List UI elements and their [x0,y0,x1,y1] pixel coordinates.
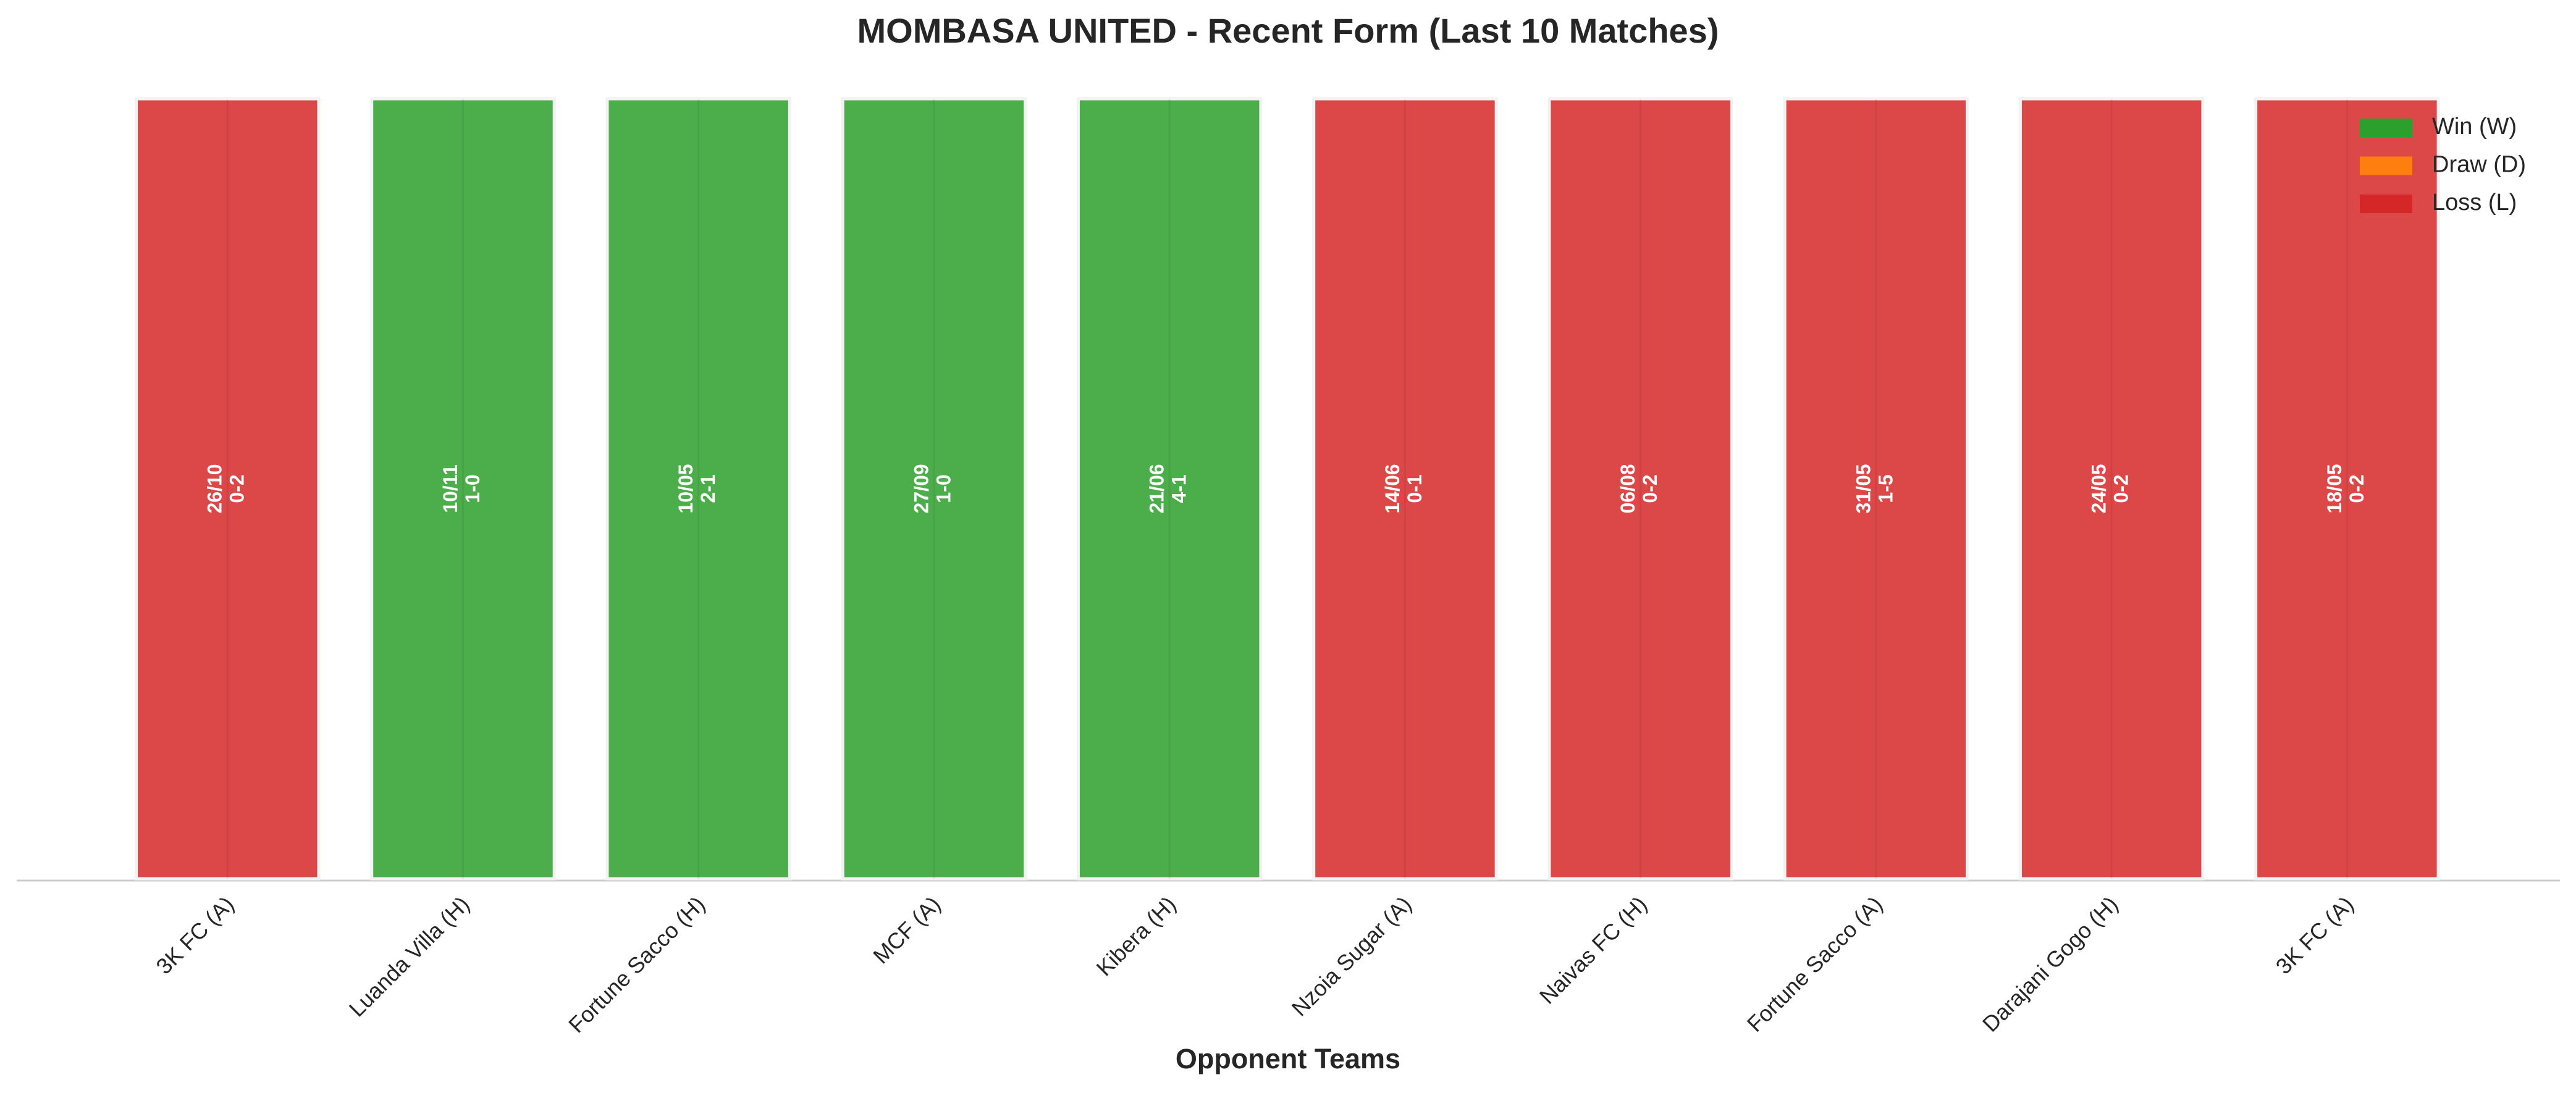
legend-label: Draw (D) [2432,152,2526,178]
bar-score-label: 4-1 [1168,474,1190,503]
x-tick-label: Naivas FC (H) [1534,891,1652,1008]
bar [2018,97,2205,881]
bar-date-label: 10/05 [675,464,697,513]
bar-score-label: 0-2 [2346,474,2368,503]
bar [1076,97,1263,881]
x-tick-label: Luanda Villa (H) [344,891,474,1021]
bar-score-label: 0-2 [1639,474,1661,503]
bar-score-label: 0-2 [226,474,248,503]
bar-date-label: 18/05 [2323,464,2346,513]
x-tick-label: Fortune Sacco (H) [563,891,710,1037]
legend-swatch [2360,195,2412,213]
bar-date-label: 31/05 [1852,464,1874,513]
bar-score-label: 1-0 [932,474,954,503]
bar [134,97,321,881]
bar-date-label: 06/08 [1617,464,1639,513]
x-tick-label: Kibera (H) [1092,891,1181,981]
legend-label: Loss (L) [2432,190,2517,216]
bar-date-label: 27/09 [910,464,932,513]
bar-date-label: 14/06 [1381,464,1404,513]
x-tick-label: Nzoia Sugar (A) [1287,891,1416,1021]
bar [1312,97,1498,881]
bar [370,97,556,881]
x-tick-label: 3K FC (A) [151,891,238,979]
bar-date-label: 21/06 [1146,464,1168,513]
bar-date-label: 10/11 [439,464,461,513]
bar [605,97,791,881]
x-tick-label: 3K FC (A) [2271,891,2359,979]
x-tick-label: MCF (A) [868,891,945,968]
bar-date-label: 24/05 [2088,464,2110,513]
x-tick-label: Darajani Gogo (H) [1977,891,2123,1037]
legend-label: Win (W) [2432,114,2517,140]
bar [841,97,1027,881]
legend-swatch [2360,156,2412,175]
bar [2254,97,2440,881]
bar-score-label: 2-1 [697,474,719,503]
bar [1547,97,1733,881]
x-axis-label: Opponent Teams [1176,1043,1400,1074]
bar [1783,97,1969,881]
bar-score-label: 1-0 [461,474,484,503]
x-tick-label: Fortune Sacco (A) [1742,891,1888,1037]
legend-swatch [2360,119,2412,137]
bar-score-label: 0-1 [1404,474,1426,503]
bar-score-label: 1-5 [1874,474,1896,503]
chart-title: MOMBASA UNITED - Recent Form (Last 10 Ma… [857,11,1719,50]
bar-score-label: 0-2 [2110,474,2132,503]
bar-date-label: 26/10 [204,464,226,513]
